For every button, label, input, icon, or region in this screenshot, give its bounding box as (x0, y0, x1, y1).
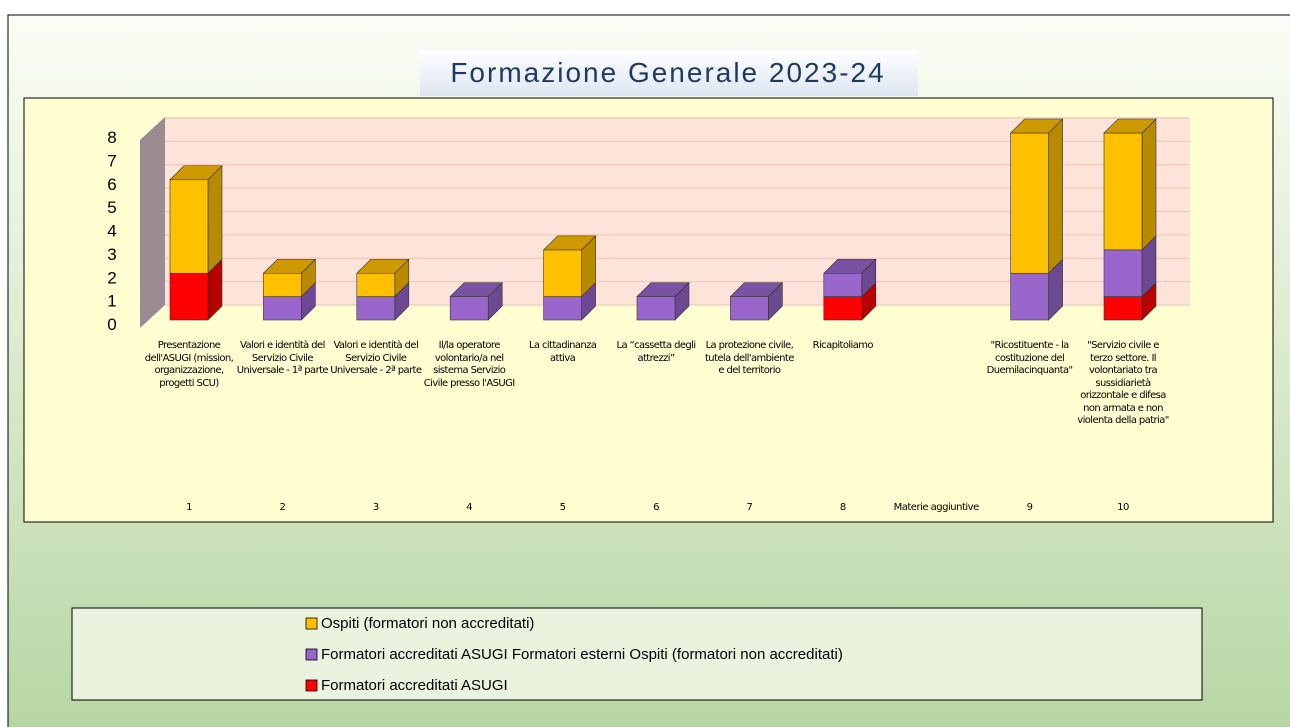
y-tick-label: 3 (107, 245, 116, 264)
bar-side (207, 165, 223, 274)
y-tick-label: 8 (107, 128, 116, 147)
bar (1010, 272, 1049, 321)
bar-top (636, 282, 690, 297)
legend-swatch (305, 617, 318, 630)
bar (169, 179, 209, 274)
y-tick-label: 5 (107, 198, 116, 217)
category-number: 5 (559, 502, 566, 513)
category-number: 3 (372, 502, 379, 513)
bar (730, 296, 769, 321)
y-tick-label: 4 (107, 222, 116, 241)
category-label: "Servizio civile e terzo settore. Il vol… (1077, 340, 1169, 426)
y-tick-label: 2 (107, 268, 116, 287)
bar-top (1103, 118, 1157, 134)
bar-top (542, 235, 597, 251)
bar-top (262, 258, 317, 274)
bar (636, 296, 676, 321)
bar (263, 272, 302, 297)
bar (356, 272, 396, 297)
category-label: Presentazione dell'ASUGI (mission, organ… (144, 340, 234, 389)
category-label: La “cassetta degli attrezzi” (616, 340, 696, 364)
bar-top (823, 258, 877, 274)
legend-label: Formatori accreditati ASUGI Formatori es… (321, 646, 843, 663)
bar (1103, 249, 1143, 297)
bar (823, 272, 863, 297)
category-label: La cittadinanza attiva (528, 340, 597, 364)
bar (1103, 132, 1143, 251)
side-wall (140, 117, 165, 328)
category-number: 6 (653, 502, 659, 513)
bar (356, 296, 396, 321)
bar (1010, 132, 1049, 274)
y-tick-label: 7 (107, 151, 116, 170)
bar-top (449, 282, 503, 297)
category-number: 2 (279, 502, 286, 513)
bar-top (356, 258, 410, 274)
bar-top (1009, 118, 1064, 134)
category-number: 4 (466, 502, 473, 513)
bar-top (169, 165, 223, 181)
category-label: La protezione civile, tutela dell'ambien… (704, 340, 794, 376)
bar (449, 296, 489, 321)
category-label: Ricapitoliamo (812, 340, 874, 351)
legend-label: Formatori accreditati ASUGI (321, 677, 508, 694)
bar (543, 249, 582, 297)
category-label: Valori e identità del Servizio Civile Un… (236, 340, 329, 376)
category-label: Valori e identità del Servizio Civile Un… (330, 340, 422, 376)
category-number: 1 (186, 502, 192, 513)
category-number: 8 (839, 502, 846, 513)
y-tick-label: 6 (107, 175, 116, 194)
legend-label: Ospiti (formatori non accreditati) (321, 615, 534, 632)
category-label: Il/la operatore volontario/a nel sistema… (423, 340, 515, 389)
legend-swatch (305, 648, 318, 661)
y-tick-label: 1 (107, 292, 116, 311)
bar-top (729, 282, 784, 297)
bar (823, 296, 863, 321)
legend-swatch (305, 679, 318, 692)
category-number: 10 (1117, 502, 1129, 513)
category-label: "Ricostituente - la costituzione del Due… (986, 340, 1073, 376)
bar (543, 296, 582, 321)
category-number: Materie aggiuntive (893, 502, 980, 513)
chart-title: Formazione Generale 2023-24 (450, 57, 885, 88)
category-number: 7 (746, 502, 753, 513)
bar (1103, 296, 1143, 321)
y-tick-label: 0 (107, 315, 116, 334)
bar (169, 272, 209, 321)
bar-side (1141, 118, 1157, 251)
title-box (420, 50, 918, 96)
bar (263, 296, 302, 321)
category-number: 9 (1026, 502, 1033, 513)
bar-side (1048, 118, 1063, 274)
legend (71, 607, 1203, 701)
